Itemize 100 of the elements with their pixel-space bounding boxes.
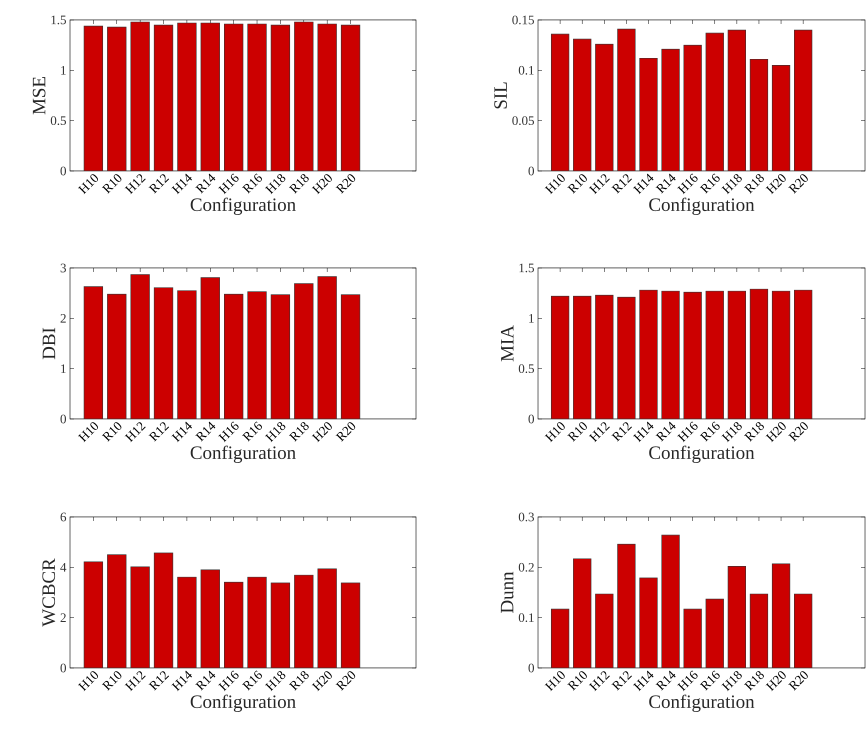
y-axis-title: DBI bbox=[42, 328, 56, 360]
bar bbox=[178, 290, 196, 419]
y-axis-title: MSE bbox=[32, 76, 46, 114]
bar bbox=[595, 44, 614, 171]
y-tick-label: 0 bbox=[60, 166, 66, 176]
bar bbox=[728, 566, 746, 668]
x-tick-label: R20 bbox=[788, 422, 808, 442]
x-tick-label: H16 bbox=[677, 173, 698, 194]
x-tick-label: H16 bbox=[218, 421, 239, 442]
y-tick-label: 0.5 bbox=[50, 116, 66, 126]
x-axis-title: Configuration bbox=[190, 198, 296, 215]
y-tick-label: 2 bbox=[60, 314, 66, 323]
x-tick-label: H12 bbox=[588, 671, 610, 692]
x-tick-label: R14 bbox=[195, 174, 216, 194]
x-tick-label: H20 bbox=[312, 422, 332, 442]
bar bbox=[618, 544, 636, 668]
x-tick-label: R14 bbox=[656, 670, 676, 691]
x-tick-label: H12 bbox=[124, 422, 146, 442]
y-tick-label: 0 bbox=[60, 664, 66, 672]
bar bbox=[772, 65, 790, 171]
x-tick-label: H14 bbox=[633, 422, 654, 442]
y-axis-title: Dunn bbox=[500, 572, 514, 613]
bar bbox=[618, 297, 636, 419]
bar bbox=[551, 34, 569, 171]
x-tick-label: R14 bbox=[195, 670, 216, 691]
y-tick-label: 1 bbox=[529, 314, 534, 323]
x-tick-label: R20 bbox=[788, 174, 808, 194]
bar bbox=[271, 294, 290, 419]
y-tick-label: 0 bbox=[528, 664, 534, 672]
x-tick-label: H18 bbox=[721, 671, 742, 692]
x-tick-label: H18 bbox=[721, 422, 742, 442]
y-tick-label: 1.5 bbox=[51, 16, 66, 24]
x-tick-label: R14 bbox=[195, 422, 216, 442]
x-tick-label: H12 bbox=[588, 174, 610, 194]
y-axis-title: MIA bbox=[500, 325, 514, 362]
bar bbox=[794, 594, 812, 668]
x-tick-label: H12 bbox=[124, 671, 146, 692]
x-tick-label: H10 bbox=[544, 671, 565, 692]
x-tick-label: H20 bbox=[312, 174, 332, 194]
x-tick-label: H14 bbox=[633, 670, 654, 692]
bar bbox=[794, 290, 812, 419]
bar bbox=[706, 291, 724, 419]
bar bbox=[318, 276, 337, 419]
y-tick-label: 0.1 bbox=[518, 613, 534, 622]
bar bbox=[178, 577, 196, 668]
x-tick-label: H14 bbox=[171, 422, 192, 442]
x-tick-label: R18 bbox=[288, 422, 309, 442]
x-tick-label: H20 bbox=[766, 422, 786, 442]
x-tick-label: R10 bbox=[567, 174, 587, 194]
bar bbox=[772, 564, 790, 668]
x-tick-label: R20 bbox=[336, 671, 356, 691]
bar bbox=[154, 552, 173, 668]
bar bbox=[200, 278, 220, 419]
x-tick-label: R20 bbox=[336, 174, 356, 194]
x-tick-label: H16 bbox=[677, 421, 698, 442]
x-tick-label: R10 bbox=[102, 422, 122, 442]
x-tick-label: R10 bbox=[567, 671, 587, 691]
x-tick-label: H14 bbox=[171, 670, 192, 692]
y-tick-label: 0.15 bbox=[512, 16, 534, 24]
x-tick-label: R12 bbox=[611, 671, 632, 691]
x-tick-label: H10 bbox=[78, 671, 98, 692]
y-tick-label: 0 bbox=[528, 414, 534, 424]
bar bbox=[640, 578, 658, 668]
bar bbox=[130, 566, 150, 668]
y-tick-label: 0.3 bbox=[518, 512, 534, 522]
bar bbox=[294, 575, 314, 668]
bar bbox=[706, 33, 724, 171]
y-tick-label: 0 bbox=[528, 166, 534, 176]
x-tick-label: R16 bbox=[700, 421, 720, 442]
x-tick-label: H10 bbox=[544, 422, 565, 442]
bar bbox=[772, 291, 790, 419]
x-tick-label: H10 bbox=[78, 174, 98, 194]
x-tick-label: H20 bbox=[766, 174, 786, 194]
x-tick-label: R18 bbox=[744, 422, 764, 442]
bar bbox=[750, 594, 768, 668]
x-axis-title: Configuration bbox=[190, 446, 296, 463]
x-tick-label: R12 bbox=[148, 174, 170, 194]
bar bbox=[248, 577, 266, 668]
x-tick-label: H18 bbox=[265, 671, 286, 692]
bar bbox=[640, 58, 658, 171]
y-tick-label: 0.2 bbox=[518, 562, 534, 572]
bar bbox=[662, 49, 680, 171]
bar bbox=[794, 30, 812, 171]
bar bbox=[662, 535, 680, 668]
bar bbox=[728, 291, 746, 419]
x-tick-label: R16 bbox=[242, 421, 262, 442]
x-tick-label: R10 bbox=[567, 422, 587, 442]
y-tick-label: 1 bbox=[61, 66, 66, 75]
bar bbox=[573, 558, 592, 668]
y-tick-label: 0.1 bbox=[518, 66, 534, 75]
x-axis-title: Configuration bbox=[649, 446, 754, 463]
x-tick-label: H16 bbox=[677, 670, 698, 692]
x-tick-label: R14 bbox=[656, 174, 676, 194]
x-tick-label: H20 bbox=[766, 671, 786, 692]
x-tick-label: H16 bbox=[218, 173, 239, 194]
bar bbox=[684, 609, 702, 668]
x-tick-label: R18 bbox=[288, 174, 309, 194]
x-tick-label: H18 bbox=[265, 422, 286, 442]
x-axis-title: Configuration bbox=[649, 198, 754, 215]
y-tick-label: 4 bbox=[60, 563, 66, 572]
